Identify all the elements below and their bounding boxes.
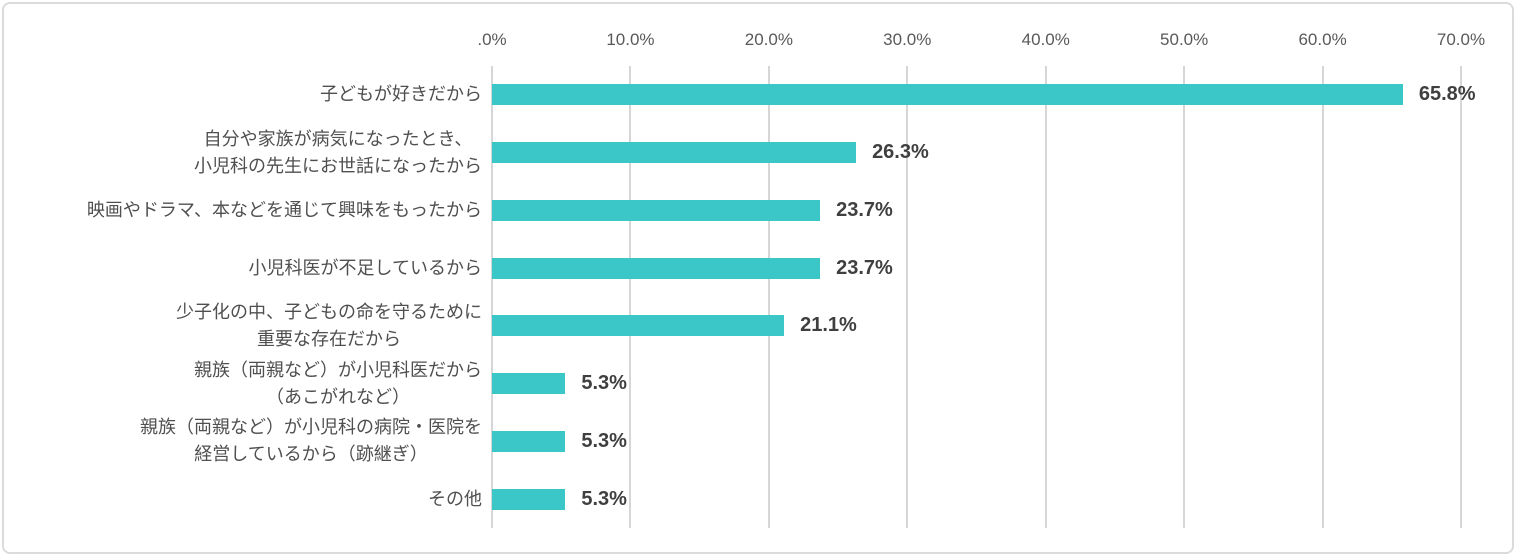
category-label-cell: 小児科医が不足しているから bbox=[4, 239, 482, 297]
bar-value-label: 5.3% bbox=[581, 429, 627, 452]
bar bbox=[492, 199, 821, 221]
gridline bbox=[767, 66, 770, 528]
bar bbox=[492, 430, 566, 452]
category-label: 自分や家族が病気になったとき、 小児科の先生にお世話になったから bbox=[194, 128, 482, 176]
bar-value-label: 5.3% bbox=[581, 487, 627, 510]
category-label: 映画やドラマ、本などを通じて興味をもったから bbox=[86, 199, 482, 220]
category-label: 親族（両親など）が小児科の病院・医院を 経営しているから（跡継ぎ） bbox=[140, 417, 482, 465]
category-label-cell: その他 bbox=[4, 470, 482, 528]
category-label: 小児科医が不足しているから bbox=[248, 257, 482, 278]
bar-row: 5.3% bbox=[492, 355, 1506, 413]
gridline bbox=[906, 66, 909, 528]
category-label-cell: 親族（両親など）が小児科医だから （あこがれなど） bbox=[4, 355, 482, 413]
x-axis-top: .0% 10.0% 20.0% 30.0% 40.0% 50.0% 60.0% 70.0% bbox=[477, 4, 1506, 66]
bar-value-label: 23.7% bbox=[836, 198, 893, 221]
bar bbox=[492, 315, 785, 337]
bar bbox=[492, 257, 821, 279]
bar-row: 5.3% bbox=[492, 470, 1506, 528]
bar-row: 65.8% bbox=[492, 66, 1506, 124]
plot-area: 65.8% 26.3% 23.7% 23.7% 21.1% 5.3% 5.3% 5.3% bbox=[491, 66, 1506, 528]
bar-series: 65.8% 26.3% 23.7% 23.7% 21.1% 5.3% 5.3% 5.3% bbox=[492, 66, 1506, 528]
x-axis-tick-label: 70.0% bbox=[1436, 30, 1486, 49]
gridline bbox=[629, 66, 632, 528]
bar-value-label: 5.3% bbox=[581, 372, 627, 395]
category-label-cell: 少子化の中、子どもの命を守るために 重要な存在だから bbox=[4, 297, 482, 355]
gridline bbox=[1044, 66, 1047, 528]
bar bbox=[492, 142, 857, 164]
category-label-cell: 自分や家族が病気になったとき、 小児科の先生にお世話になったから bbox=[4, 124, 482, 182]
category-label-cell: 映画やドラマ、本などを通じて興味をもったから bbox=[4, 182, 482, 240]
bar-row: 23.7% bbox=[492, 182, 1506, 240]
category-label-cell: 子どもが好きだから bbox=[4, 66, 482, 124]
category-label: その他 bbox=[428, 488, 482, 509]
gridline bbox=[491, 66, 493, 528]
x-axis-tick-label: 10.0% bbox=[606, 30, 655, 49]
x-axis-tick-label: 40.0% bbox=[1021, 30, 1070, 49]
bar-row: 21.1% bbox=[492, 297, 1506, 355]
x-axis-tick-label: .0% bbox=[477, 30, 507, 49]
x-axis-tick-label: 20.0% bbox=[744, 30, 793, 49]
bar-value-label: 65.8% bbox=[1418, 83, 1476, 106]
category-axis: 子どもが好きだから自分や家族が病気になったとき、 小児科の先生にお世話になったから… bbox=[4, 66, 482, 528]
bar-value-label: 23.7% bbox=[836, 256, 893, 279]
bar-row: 5.3% bbox=[492, 413, 1506, 471]
x-axis-tick-label: 50.0% bbox=[1160, 30, 1209, 49]
bar bbox=[492, 488, 566, 510]
x-axis-tick-label: 30.0% bbox=[883, 30, 932, 49]
x-axis-tick-label: 60.0% bbox=[1298, 30, 1347, 49]
gridline bbox=[1183, 66, 1186, 528]
category-label: 少子化の中、子どもの命を守るために 重要な存在だから bbox=[176, 301, 482, 349]
bar-value-label: 26.3% bbox=[872, 141, 929, 164]
category-label-cell: 親族（両親など）が小児科の病院・医院を 経営しているから（跡継ぎ） bbox=[4, 413, 482, 471]
horizontal-bar-chart: .0% 10.0% 20.0% 30.0% 40.0% 50.0% 60.0% 70.0% 子… bbox=[4, 4, 1512, 552]
gridline bbox=[1460, 66, 1462, 528]
bar bbox=[492, 373, 566, 395]
bar-row: 26.3% bbox=[492, 124, 1506, 182]
bar-value-label: 21.1% bbox=[800, 314, 857, 337]
gridline bbox=[1321, 66, 1324, 528]
bar-row: 23.7% bbox=[492, 239, 1506, 297]
category-label: 親族（両親など）が小児科医だから （あこがれなど） bbox=[194, 359, 482, 407]
bar bbox=[492, 84, 1403, 106]
category-label: 子どもが好きだから bbox=[320, 84, 482, 105]
